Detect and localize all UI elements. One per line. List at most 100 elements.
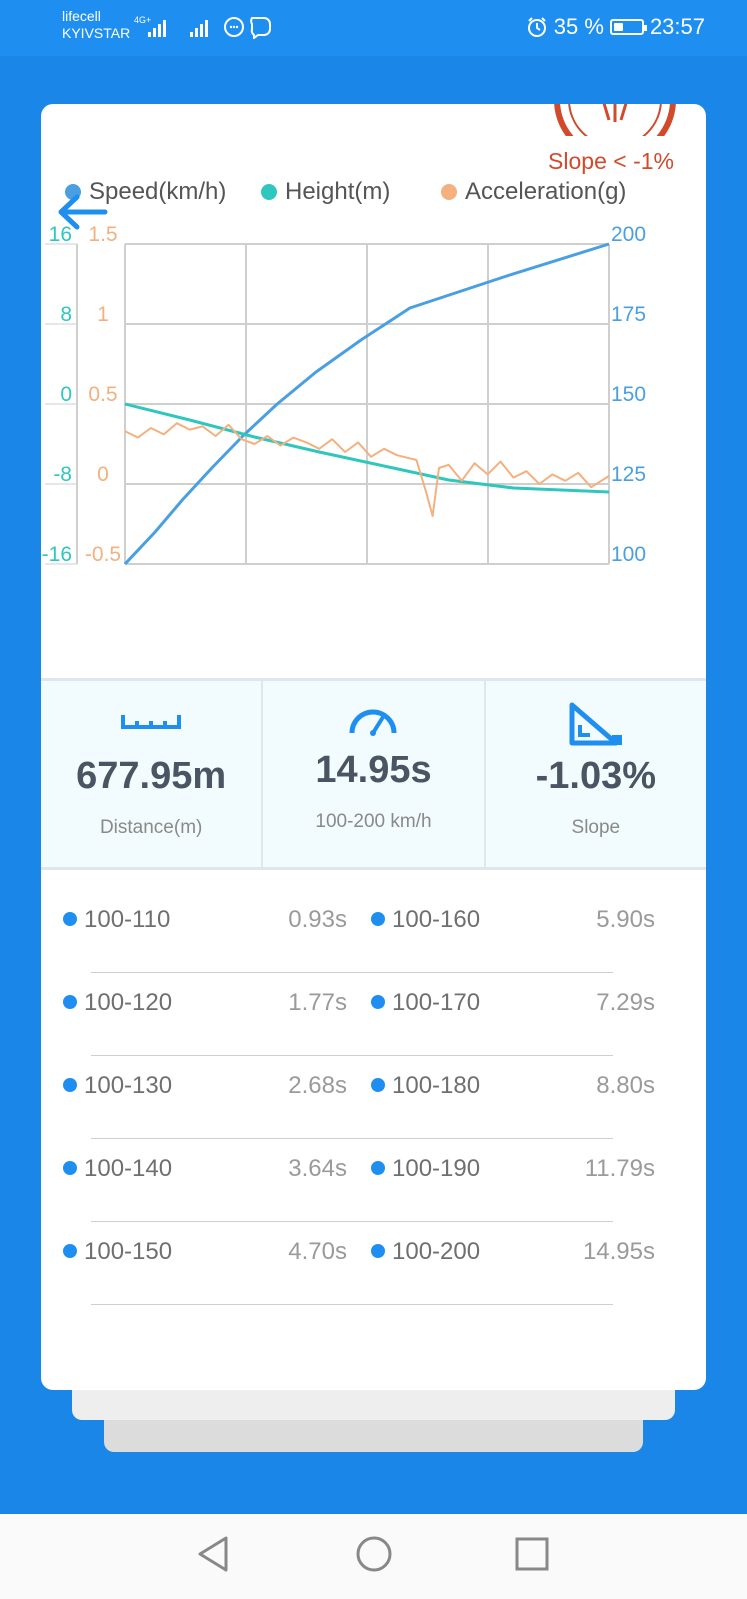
series-line-acceleration — [124, 422, 610, 517]
slope-note: Slope < -1% — [548, 148, 674, 174]
split-dot-icon — [63, 1077, 77, 1092]
network-type: 4G+ — [134, 15, 151, 25]
split-divider — [91, 1304, 613, 1305]
split-range-label: 100-120 — [84, 989, 173, 1016]
back-triangle-icon[interactable] — [196, 1534, 230, 1574]
status-bar: lifecell KYIVSTAR 4G+ 35 % 23:57 — [0, 0, 747, 56]
split-dot-icon — [63, 994, 77, 1009]
recents-square-icon[interactable] — [514, 1534, 550, 1574]
slope-label: Slope — [571, 817, 621, 838]
split-dot-icon — [63, 911, 77, 926]
battery-percent: 35 % — [553, 14, 604, 39]
split-range: 100-170 — [371, 989, 480, 1019]
acceleration-tick-label: -0.5 — [85, 543, 121, 566]
clock: 23:57 — [649, 14, 705, 39]
legend-acceleration[interactable]: Acceleration(g) — [441, 178, 626, 206]
split-range-label: 100-110 — [84, 906, 171, 933]
speedometer-icon — [349, 709, 397, 736]
stamp-badge-icon — [554, 104, 676, 136]
split-row: 100-140 3.64s 100-190 11.79s — [41, 1139, 706, 1222]
legend-label: Speed(km/h) — [89, 178, 227, 205]
signal-4g-icon: 4G+ — [134, 15, 166, 37]
height-tick-label: 0 — [60, 383, 72, 406]
split-range-label: 100-160 — [392, 906, 481, 933]
ruler-icon — [121, 715, 182, 729]
time-value: 14.95s — [315, 749, 432, 791]
split-time: 8.80s — [596, 1072, 655, 1099]
split-range: 100-160 — [371, 906, 480, 936]
split-dot-icon — [371, 911, 385, 926]
split-divider — [91, 1055, 613, 1056]
split-range-label: 100-150 — [84, 1238, 173, 1265]
split-dot-icon — [371, 1160, 385, 1175]
speed-height-acceleration-chart: 16 8 0 -8 -16 1.5 1 0.5 0 -0.5 200 175 150 125 100 — [42, 224, 646, 566]
split-time: 14.95s — [582, 1238, 655, 1265]
home-circle-icon[interactable] — [354, 1534, 394, 1574]
split-time: 3.64s — [288, 1155, 347, 1182]
series-line-speed — [123, 242, 610, 566]
time-label: 100-200 km/h — [315, 811, 432, 832]
split-range-label: 100-200 — [392, 1238, 481, 1265]
height-tick-label: 16 — [49, 224, 72, 246]
speed-tick-label: 200 — [611, 224, 646, 246]
stat-time: 14.95s 100-200 km/h — [261, 681, 483, 867]
split-range-label: 100-130 — [84, 1072, 173, 1099]
chart-legend: Speed(km/h) Height(m) Acceleration(g) — [61, 178, 701, 210]
speed-tick-label: 125 — [611, 463, 646, 486]
split-range-label: 100-170 — [392, 989, 481, 1016]
height-tick-label: -8 — [53, 463, 72, 486]
split-range-label: 100-140 — [84, 1155, 173, 1182]
back-arrow-icon[interactable] — [55, 192, 109, 232]
carrier-2: KYIVSTAR — [62, 25, 131, 41]
split-row: 100-110 0.93s 100-160 5.90s — [41, 890, 706, 973]
split-divider — [91, 1221, 613, 1222]
split-dot-icon — [371, 1243, 385, 1258]
slope-value: -1.03% — [535, 755, 657, 797]
legend-label: Height(m) — [285, 178, 391, 205]
split-range: 100-150 — [63, 1238, 172, 1268]
split-time: 5.90s — [596, 906, 655, 933]
split-time: 1.77s — [288, 989, 347, 1016]
split-range-label: 100-180 — [392, 1072, 481, 1099]
carrier-1: lifecell — [62, 8, 101, 24]
split-row: 100-130 2.68s 100-180 8.80s — [41, 1056, 706, 1139]
distance-label: Distance(m) — [99, 817, 203, 838]
speed-tick-label: 175 — [611, 303, 646, 326]
split-range-label: 100-190 — [392, 1155, 481, 1182]
height-tick-label: -16 — [42, 543, 72, 566]
split-divider — [91, 972, 613, 973]
split-range: 100-130 — [63, 1072, 172, 1102]
acceleration-tick-label: 1.5 — [88, 224, 117, 246]
system-nav-bar — [0, 1514, 747, 1599]
split-range: 100-190 — [371, 1155, 480, 1185]
split-dot-icon — [371, 994, 385, 1009]
split-dot-icon — [371, 1077, 385, 1092]
split-time: 2.68s — [288, 1072, 347, 1099]
legend-dot — [441, 184, 457, 200]
stat-distance: 677.95m Distance(m) — [41, 681, 261, 867]
stat-slope: -1.03% Slope — [483, 681, 706, 867]
alarm-icon — [527, 17, 546, 37]
split-range: 100-180 — [371, 1072, 480, 1102]
acceleration-tick-label: 0.5 — [88, 383, 117, 406]
split-range: 100-120 — [63, 989, 172, 1019]
signal-icon — [190, 20, 208, 37]
distance-value: 677.95m — [76, 755, 227, 797]
split-dot-icon — [63, 1243, 77, 1258]
viber-icon — [250, 17, 271, 40]
battery-icon — [609, 19, 647, 35]
speed-tick-label: 150 — [611, 383, 646, 406]
split-row: 100-120 1.77s 100-170 7.29s — [41, 973, 706, 1056]
legend-height[interactable]: Height(m) — [261, 178, 390, 206]
notification-icons — [224, 15, 284, 44]
chat-icon — [224, 17, 244, 37]
series-line-height — [124, 402, 610, 494]
split-row: 100-150 4.70s 100-200 14.95s — [41, 1222, 706, 1305]
split-time: 7.29s — [596, 989, 655, 1016]
acceleration-tick-label: 1 — [97, 303, 109, 326]
split-times-list: 100-110 0.93s 100-160 5.90s 100-120 1.77s 100-… — [41, 890, 706, 1305]
split-time: 0.93s — [288, 906, 347, 933]
speed-tick-label: 100 — [611, 543, 646, 566]
split-range: 100-140 — [63, 1155, 172, 1185]
split-time: 11.79s — [584, 1155, 655, 1182]
